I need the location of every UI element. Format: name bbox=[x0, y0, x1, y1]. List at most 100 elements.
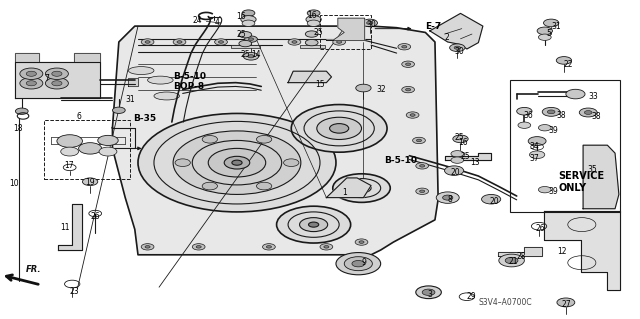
Circle shape bbox=[528, 137, 546, 145]
Circle shape bbox=[145, 41, 150, 43]
Bar bbox=[300, 45, 325, 48]
Text: 3: 3 bbox=[428, 290, 432, 299]
Circle shape bbox=[410, 114, 415, 116]
Circle shape bbox=[52, 81, 62, 86]
Text: 25: 25 bbox=[461, 152, 470, 161]
Polygon shape bbox=[445, 152, 491, 160]
Circle shape bbox=[26, 81, 36, 86]
Circle shape bbox=[481, 195, 500, 204]
Text: 30: 30 bbox=[366, 20, 376, 29]
Text: 28: 28 bbox=[516, 252, 526, 261]
Circle shape bbox=[543, 19, 559, 27]
Text: 24: 24 bbox=[192, 16, 202, 25]
Circle shape bbox=[308, 222, 319, 227]
Text: S3V4–A0700C: S3V4–A0700C bbox=[478, 298, 532, 307]
Text: 39: 39 bbox=[548, 187, 558, 197]
Text: 32: 32 bbox=[376, 85, 386, 94]
Circle shape bbox=[305, 40, 318, 46]
Text: 13: 13 bbox=[470, 158, 480, 167]
Circle shape bbox=[248, 38, 253, 41]
Circle shape bbox=[402, 61, 415, 67]
Circle shape bbox=[362, 19, 378, 27]
Text: 25: 25 bbox=[237, 30, 246, 39]
Circle shape bbox=[57, 135, 83, 147]
Circle shape bbox=[192, 244, 205, 250]
Circle shape bbox=[242, 10, 255, 16]
Text: 33: 33 bbox=[588, 92, 598, 101]
Text: 7: 7 bbox=[44, 74, 49, 83]
Circle shape bbox=[79, 143, 102, 154]
Text: 16: 16 bbox=[236, 12, 245, 21]
Text: 6: 6 bbox=[76, 112, 81, 121]
Text: 9: 9 bbox=[362, 258, 366, 267]
Circle shape bbox=[402, 86, 415, 93]
Text: 21: 21 bbox=[508, 257, 518, 266]
Polygon shape bbox=[583, 145, 619, 209]
Polygon shape bbox=[15, 53, 39, 62]
Circle shape bbox=[83, 178, 98, 186]
Circle shape bbox=[436, 192, 460, 203]
Polygon shape bbox=[543, 211, 620, 290]
Text: 38: 38 bbox=[556, 111, 566, 120]
Circle shape bbox=[61, 147, 79, 156]
Polygon shape bbox=[430, 13, 483, 49]
Circle shape bbox=[420, 190, 425, 193]
Ellipse shape bbox=[129, 67, 154, 75]
Circle shape bbox=[45, 78, 68, 89]
Circle shape bbox=[224, 156, 250, 169]
Text: 26: 26 bbox=[536, 224, 545, 233]
Circle shape bbox=[239, 41, 252, 47]
Circle shape bbox=[518, 122, 531, 128]
Circle shape bbox=[173, 39, 186, 45]
Polygon shape bbox=[15, 62, 100, 98]
Bar bbox=[44, 120, 131, 179]
Circle shape bbox=[454, 46, 461, 49]
Text: 17: 17 bbox=[65, 161, 74, 170]
Circle shape bbox=[15, 108, 28, 115]
Circle shape bbox=[505, 257, 518, 264]
Circle shape bbox=[244, 36, 257, 42]
Circle shape bbox=[177, 41, 182, 43]
Text: 36: 36 bbox=[523, 111, 533, 120]
Circle shape bbox=[266, 246, 271, 248]
Circle shape bbox=[453, 135, 468, 143]
Circle shape bbox=[422, 289, 435, 295]
Circle shape bbox=[232, 160, 242, 165]
Circle shape bbox=[307, 10, 320, 16]
Polygon shape bbox=[74, 53, 100, 62]
Circle shape bbox=[451, 157, 464, 163]
Circle shape bbox=[141, 244, 154, 250]
Circle shape bbox=[214, 39, 227, 45]
Circle shape bbox=[406, 112, 419, 118]
Circle shape bbox=[538, 187, 551, 193]
Text: FR.: FR. bbox=[26, 264, 42, 274]
Circle shape bbox=[336, 253, 381, 275]
Circle shape bbox=[402, 46, 407, 48]
Circle shape bbox=[537, 27, 552, 35]
Circle shape bbox=[141, 39, 154, 45]
Text: 30: 30 bbox=[454, 47, 464, 56]
Polygon shape bbox=[129, 78, 138, 86]
Circle shape bbox=[26, 71, 36, 76]
Circle shape bbox=[529, 151, 545, 159]
Circle shape bbox=[417, 139, 422, 142]
Circle shape bbox=[420, 165, 425, 167]
Circle shape bbox=[257, 182, 272, 190]
Circle shape bbox=[307, 20, 320, 26]
Circle shape bbox=[344, 257, 372, 271]
Bar bbox=[510, 80, 620, 212]
Text: 39: 39 bbox=[548, 126, 558, 135]
Text: 29: 29 bbox=[467, 292, 477, 301]
Circle shape bbox=[337, 41, 342, 43]
Text: 19: 19 bbox=[85, 178, 95, 187]
Circle shape bbox=[416, 286, 442, 299]
Circle shape bbox=[243, 52, 259, 60]
Circle shape bbox=[355, 239, 368, 245]
Text: 15: 15 bbox=[315, 80, 324, 89]
Circle shape bbox=[145, 246, 150, 248]
Text: 4: 4 bbox=[214, 18, 220, 27]
Text: 35: 35 bbox=[587, 165, 596, 174]
Circle shape bbox=[324, 246, 329, 248]
Bar bbox=[230, 45, 260, 48]
Circle shape bbox=[175, 159, 190, 167]
